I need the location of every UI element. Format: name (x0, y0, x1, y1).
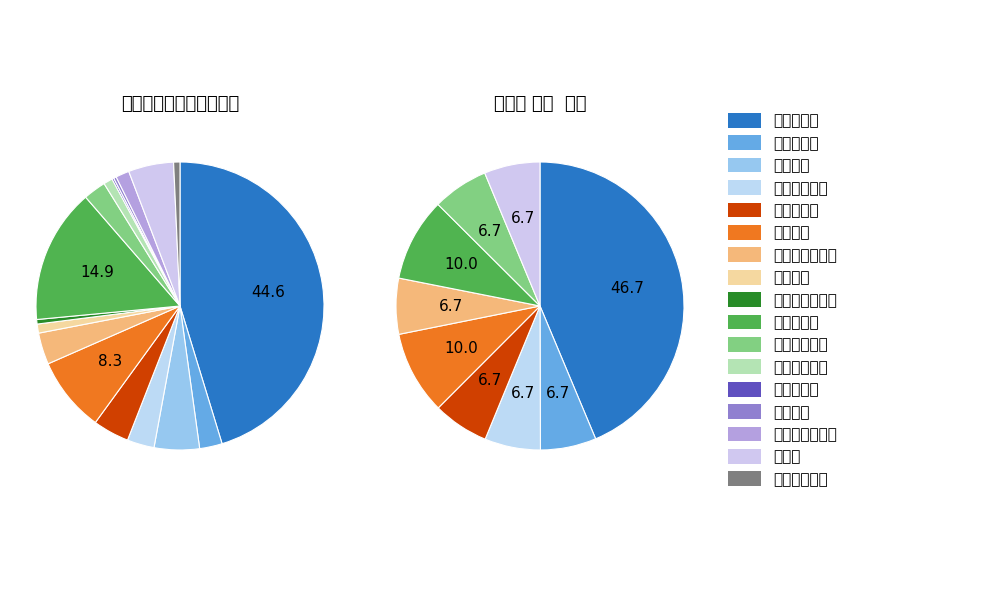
Wedge shape (86, 184, 180, 306)
Wedge shape (180, 306, 222, 449)
Wedge shape (399, 306, 540, 408)
Legend: ストレート, ツーシーム, シュート, カットボール, スプリット, フォーク, チェンジアップ, シンカー, 高速スライダー, スライダー, 縦スライダー, : ストレート, ツーシーム, シュート, カットボール, スプリット, フォーク,… (728, 113, 837, 487)
Text: 6.7: 6.7 (511, 386, 535, 401)
Wedge shape (540, 306, 596, 450)
Text: 6.7: 6.7 (478, 224, 502, 239)
Title: 谷川原 健太  選手: 谷川原 健太 選手 (494, 95, 586, 113)
Text: 14.9: 14.9 (80, 265, 114, 280)
Text: 6.7: 6.7 (439, 299, 463, 314)
Wedge shape (95, 306, 180, 440)
Wedge shape (485, 306, 540, 450)
Wedge shape (396, 278, 540, 334)
Wedge shape (116, 172, 180, 306)
Wedge shape (128, 306, 180, 448)
Wedge shape (37, 306, 180, 324)
Wedge shape (438, 173, 540, 306)
Title: パ・リーグ全プレイヤー: パ・リーグ全プレイヤー (121, 95, 239, 113)
Wedge shape (485, 162, 540, 306)
Text: 10.0: 10.0 (444, 341, 478, 356)
Text: 44.6: 44.6 (251, 286, 285, 301)
Text: 6.7: 6.7 (478, 373, 503, 388)
Text: 46.7: 46.7 (611, 281, 644, 296)
Wedge shape (399, 205, 540, 306)
Wedge shape (129, 162, 180, 306)
Text: 6.7: 6.7 (546, 386, 570, 401)
Wedge shape (154, 306, 200, 450)
Wedge shape (104, 179, 180, 306)
Wedge shape (37, 306, 180, 333)
Wedge shape (540, 162, 684, 439)
Text: 8.3: 8.3 (98, 355, 123, 370)
Wedge shape (36, 197, 180, 320)
Wedge shape (39, 306, 180, 364)
Wedge shape (112, 178, 180, 306)
Wedge shape (174, 162, 180, 306)
Text: 6.7: 6.7 (510, 211, 535, 226)
Wedge shape (180, 162, 324, 444)
Wedge shape (48, 306, 180, 422)
Wedge shape (114, 177, 180, 306)
Text: 10.0: 10.0 (444, 257, 478, 272)
Wedge shape (438, 306, 540, 439)
